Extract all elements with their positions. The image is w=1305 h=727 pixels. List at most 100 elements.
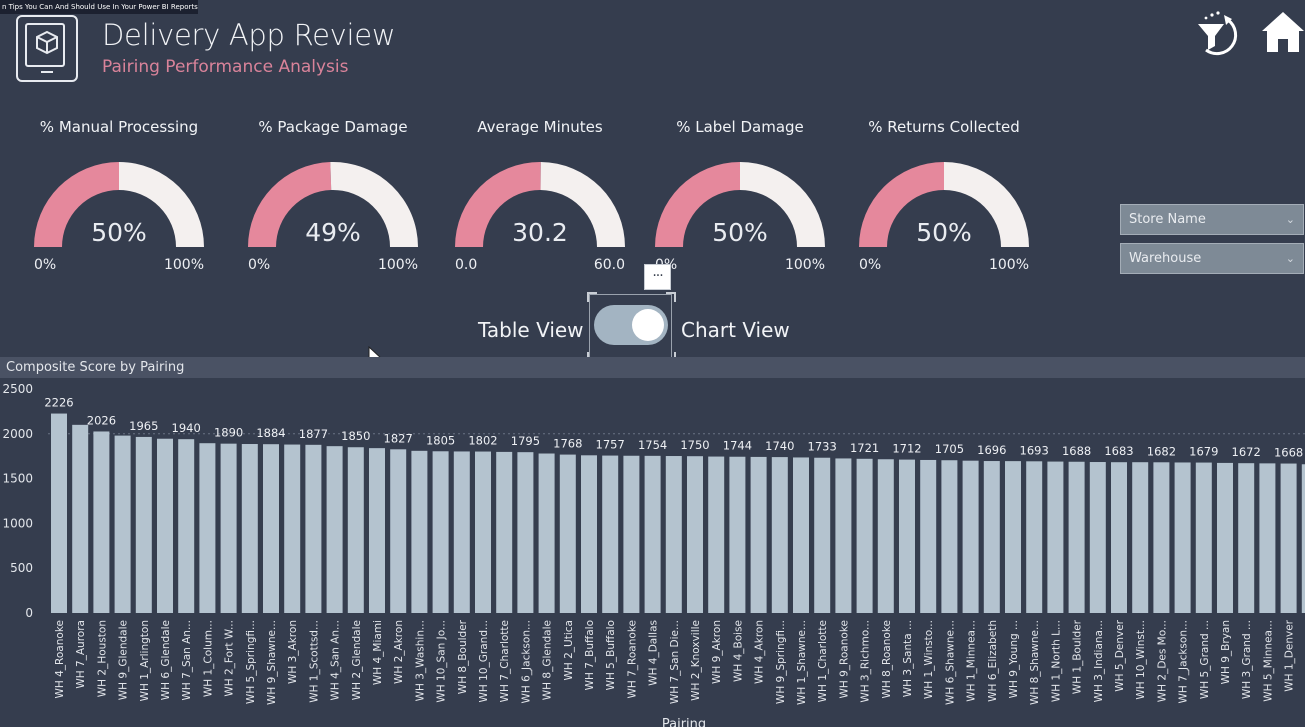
- data-label: 1877: [299, 427, 328, 441]
- gauge-title: Average Minutes: [477, 118, 603, 136]
- x-tick-label: WH 8_Roanoke: [881, 620, 893, 698]
- bar[interactable]: [1174, 462, 1191, 613]
- data-label: 1802: [468, 434, 497, 448]
- store-name-label: Store Name: [1129, 212, 1206, 227]
- data-label: 2026: [87, 413, 116, 427]
- bar[interactable]: [241, 444, 258, 613]
- bar[interactable]: [771, 457, 788, 613]
- bar[interactable]: [453, 451, 470, 613]
- x-tick-label: WH 5_Buffalo: [605, 620, 617, 690]
- bar[interactable]: [581, 455, 597, 613]
- bar[interactable]: [1259, 463, 1276, 613]
- table-view-label[interactable]: Table View: [478, 318, 584, 342]
- bar[interactable]: [411, 450, 428, 613]
- bar[interactable]: [1026, 461, 1043, 613]
- bar[interactable]: [517, 452, 534, 613]
- bar[interactable]: [856, 458, 873, 613]
- bar[interactable]: [962, 460, 979, 613]
- bar[interactable]: [369, 448, 385, 613]
- bar[interactable]: [941, 460, 958, 613]
- bar[interactable]: [793, 457, 809, 613]
- bar[interactable]: [178, 439, 195, 613]
- bar[interactable]: [602, 455, 619, 613]
- bar[interactable]: [347, 447, 364, 613]
- x-tick-label: WH 2_Glendale: [351, 620, 363, 700]
- bar[interactable]: [157, 438, 173, 613]
- data-label: 1705: [935, 442, 964, 456]
- x-tick-label: WH 4_Boise: [732, 620, 744, 682]
- data-label: 1757: [596, 438, 625, 452]
- bar[interactable]: [644, 455, 661, 613]
- bar[interactable]: [623, 455, 640, 613]
- x-tick-label: WH 8_Glendale: [542, 620, 554, 700]
- bar[interactable]: [814, 457, 831, 613]
- warehouse-dropdown[interactable]: Warehouse ⌄: [1120, 243, 1304, 274]
- bar[interactable]: [135, 436, 152, 613]
- composite-score-chart[interactable]: 0 500 1000 1500 2000 2500 2226 WH 4_Roanoke WH 7…: [0, 378, 1305, 727]
- home-icon[interactable]: [1262, 10, 1305, 54]
- bar[interactable]: [284, 444, 301, 613]
- more-options-button[interactable]: ···: [644, 264, 671, 290]
- bar[interactable]: [1238, 463, 1255, 613]
- data-label: 1679: [1189, 445, 1218, 459]
- bar[interactable]: [877, 459, 894, 613]
- bar[interactable]: [114, 435, 131, 613]
- resize-handle[interactable]: [587, 292, 597, 302]
- bar[interactable]: [1005, 461, 1021, 613]
- data-label: 1750: [680, 438, 709, 452]
- bar[interactable]: [1068, 461, 1085, 613]
- gauge-title: % Package Damage: [258, 118, 408, 136]
- bar[interactable]: [983, 461, 1000, 613]
- x-tick-label: WH 4_Miami: [372, 620, 384, 685]
- bar[interactable]: [708, 456, 725, 613]
- x-tick-label: WH 1_North L...: [1050, 620, 1062, 702]
- data-label: 2226: [44, 396, 73, 410]
- bar[interactable]: [1195, 462, 1212, 613]
- bar[interactable]: [326, 446, 343, 613]
- bar[interactable]: [475, 451, 491, 613]
- bar[interactable]: [665, 456, 682, 613]
- bar[interactable]: [220, 443, 237, 613]
- bar[interactable]: [1280, 463, 1297, 613]
- gauge-1[interactable]: % Package Damage 49% 0% 100%: [233, 118, 433, 278]
- bar[interactable]: [1301, 464, 1305, 613]
- bar[interactable]: [1111, 462, 1127, 613]
- bar[interactable]: [687, 456, 703, 613]
- refresh-funnel-icon[interactable]: [1194, 10, 1244, 58]
- store-name-dropdown[interactable]: Store Name ⌄: [1120, 204, 1304, 235]
- bar[interactable]: [1217, 462, 1233, 613]
- bar[interactable]: [1153, 462, 1170, 613]
- bar[interactable]: [93, 431, 110, 613]
- data-label: 1696: [977, 443, 1006, 457]
- gauge-min: 0.0: [455, 257, 478, 273]
- bar[interactable]: [496, 451, 513, 613]
- bar[interactable]: [432, 451, 449, 613]
- bar[interactable]: [559, 454, 576, 613]
- bar[interactable]: [51, 413, 67, 613]
- gauge-4[interactable]: % Returns Collected 50% 0% 100%: [844, 118, 1044, 278]
- y-tick-label: 1500: [2, 472, 33, 486]
- bar[interactable]: [920, 459, 937, 613]
- x-tick-label: WH 3_Santa ...: [902, 620, 914, 697]
- bar[interactable]: [199, 443, 216, 613]
- bar[interactable]: [305, 444, 322, 613]
- bar[interactable]: [729, 456, 746, 613]
- chart-view-label[interactable]: Chart View: [681, 318, 790, 342]
- bar[interactable]: [538, 453, 555, 613]
- x-tick-label: WH 5_Minnea...: [1262, 620, 1274, 702]
- bar[interactable]: [1089, 462, 1106, 613]
- bar[interactable]: [899, 459, 915, 613]
- bar[interactable]: [263, 444, 279, 613]
- resize-handle[interactable]: [666, 292, 676, 302]
- gauge-0[interactable]: % Manual Processing 50% 0% 100%: [19, 118, 219, 278]
- data-label: 1733: [808, 440, 837, 454]
- bar[interactable]: [1047, 461, 1064, 613]
- bar[interactable]: [750, 456, 767, 613]
- toggle-knob[interactable]: [632, 309, 664, 341]
- gauge-2[interactable]: Average Minutes 30.2 0.0 60.0: [440, 118, 640, 278]
- bar[interactable]: [1132, 462, 1149, 613]
- bar[interactable]: [835, 458, 852, 613]
- bar[interactable]: [72, 424, 89, 613]
- bar[interactable]: [390, 449, 407, 613]
